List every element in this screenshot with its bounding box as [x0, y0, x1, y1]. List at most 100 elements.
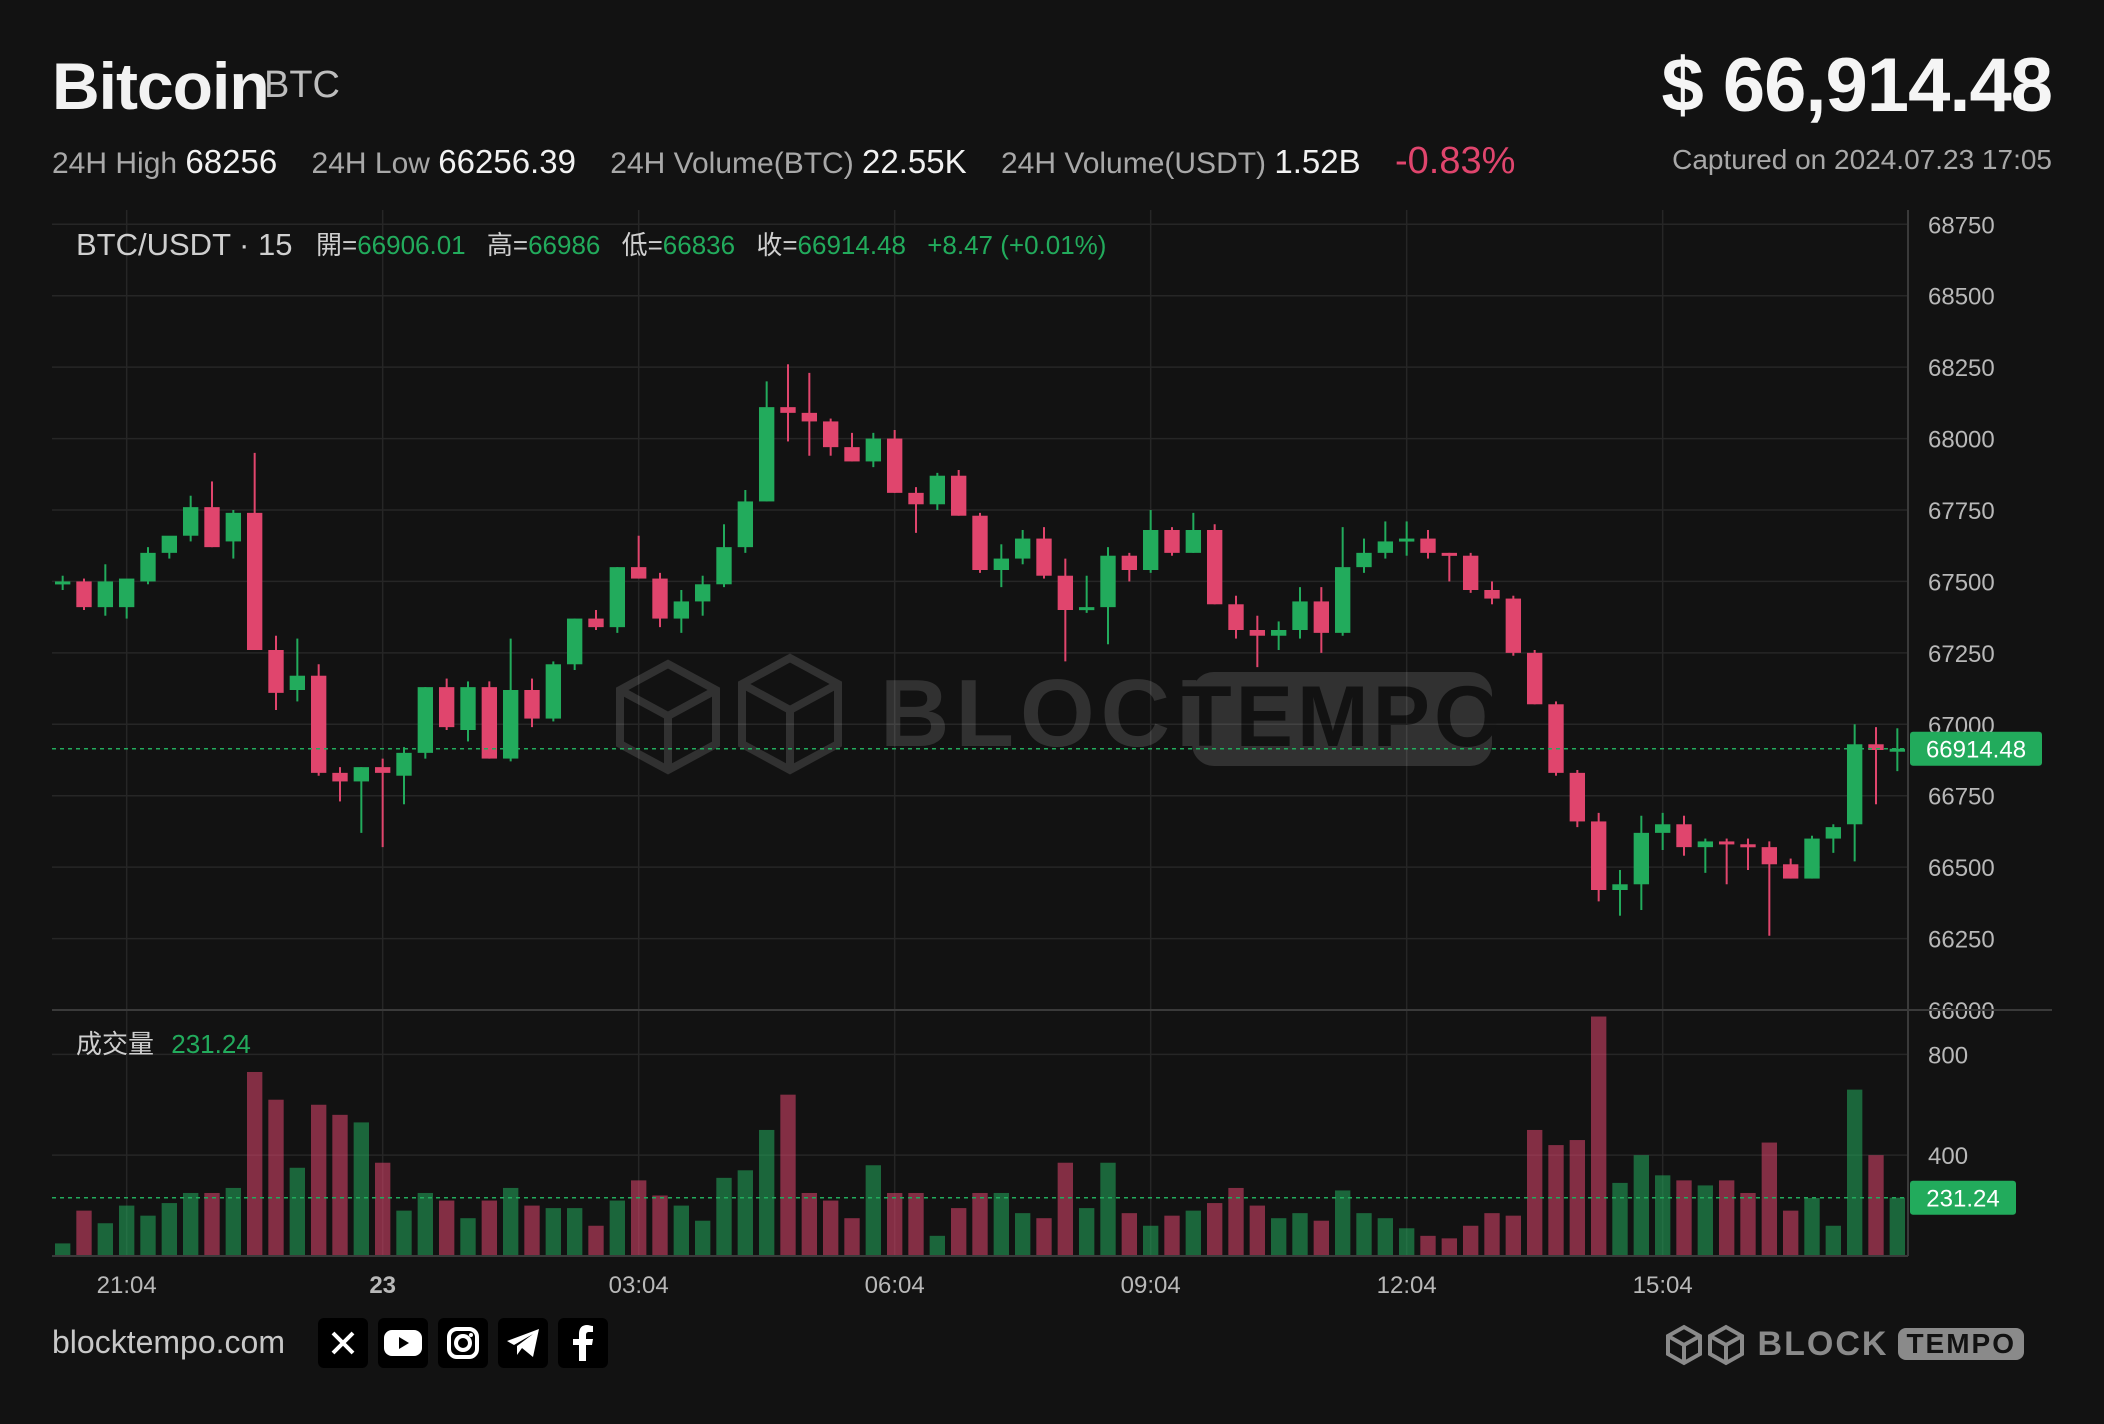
volume-bar	[1078, 1208, 1095, 1256]
volume-bar	[76, 1210, 92, 1256]
time-tick-label: 12:04	[1377, 1272, 1437, 1299]
facebook-icon[interactable]	[558, 1318, 608, 1368]
candle-body	[1292, 601, 1308, 630]
candle-body	[1782, 864, 1799, 879]
volume-bar	[246, 1071, 263, 1256]
volume-bar	[460, 1218, 476, 1256]
price-tick-label: 67500	[1928, 569, 1995, 596]
brand-logo-icon	[1665, 1324, 1744, 1366]
brand-word-2: TEMPO	[1898, 1328, 2024, 1360]
candle-body	[1398, 538, 1415, 542]
volume-bar	[417, 1192, 434, 1256]
volume-bar	[1313, 1220, 1330, 1256]
candle-body	[289, 675, 306, 690]
candle-body	[481, 687, 498, 759]
candle-body	[1185, 530, 1202, 553]
candle-body	[1313, 601, 1330, 633]
volume-bar	[972, 1192, 988, 1256]
instagram-icon[interactable]	[438, 1318, 488, 1368]
volume-bar	[822, 1200, 839, 1256]
candle-body	[1334, 567, 1351, 633]
youtube-icon[interactable]	[378, 1318, 428, 1368]
candle-body	[225, 512, 242, 542]
volume-bar	[673, 1205, 690, 1256]
candle-body	[1804, 838, 1820, 879]
watermark: BLOCK TEMPO	[616, 653, 1501, 775]
price-tick-label: 66750	[1928, 784, 1995, 811]
candle-body	[353, 767, 370, 782]
candle-body	[1697, 841, 1714, 848]
candle-body	[502, 690, 519, 759]
time-tick-label: 03:04	[609, 1272, 669, 1299]
candle-body	[545, 664, 562, 719]
telegram-icon[interactable]	[498, 1318, 548, 1368]
volume-bar	[438, 1200, 455, 1256]
candle-body	[1569, 772, 1586, 822]
volume-tick-label: 400	[1928, 1143, 1968, 1170]
volume-bar	[204, 1192, 220, 1256]
candle-body	[737, 501, 754, 548]
volume-bar	[1206, 1203, 1223, 1256]
price-tick-label: 68000	[1928, 427, 1995, 454]
candle-body	[801, 412, 818, 422]
candle-body	[673, 601, 690, 619]
volume-bar	[609, 1200, 626, 1256]
vol-usdt-value: 1.52B	[1274, 143, 1361, 180]
legend-low: 66836	[663, 230, 735, 260]
legend-change: +8.47 (+0.01%)	[927, 230, 1106, 260]
volume-bar	[1548, 1145, 1564, 1256]
candle-body	[1740, 844, 1756, 848]
volume-bar	[1761, 1142, 1778, 1256]
volume-bar	[1121, 1213, 1138, 1256]
volume-bar	[1889, 1197, 1906, 1256]
volume-bar	[993, 1192, 1010, 1256]
volume-bar	[716, 1177, 732, 1256]
candle-body	[1014, 538, 1031, 559]
volume-bar	[844, 1218, 860, 1256]
candle-body	[1633, 832, 1650, 885]
legend-open: 66906.01	[357, 230, 465, 260]
last-price-badge	[1910, 731, 2042, 766]
candle-body	[1057, 575, 1074, 610]
volume-bar	[780, 1094, 796, 1256]
legend-low-label: 低=	[622, 230, 663, 260]
price-tick-label: 68750	[1928, 212, 1995, 239]
asset-title: Bitcoin	[52, 49, 270, 123]
candle-body	[1590, 821, 1607, 890]
candle-body	[374, 767, 391, 773]
time-tick-label: 06:04	[865, 1272, 925, 1299]
candle-body	[844, 447, 860, 462]
site-url[interactable]: blocktempo.com	[52, 1324, 285, 1360]
candle-body	[1142, 530, 1159, 570]
candle-body	[716, 547, 732, 585]
candle-body	[204, 507, 220, 548]
stats-bar: 24H High 68256 24H Low 66256.39 24H Volu…	[52, 140, 1515, 183]
candle-body	[929, 475, 946, 505]
volume-bar	[1420, 1235, 1436, 1256]
candle-body	[438, 687, 455, 728]
candle-body	[1612, 884, 1628, 890]
candle-body	[161, 535, 178, 553]
volume-bar	[161, 1203, 178, 1256]
volume-bar	[1526, 1129, 1543, 1256]
candle-body	[865, 438, 882, 462]
vol-btc-value: 22.55K	[862, 143, 967, 180]
candle-body	[246, 512, 263, 650]
brand-word-1: BLOCK	[1757, 1324, 1889, 1363]
candle-body	[1228, 604, 1244, 630]
vol-usdt-label: 24H Volume(USDT)	[1000, 147, 1267, 180]
candle-body	[1889, 748, 1906, 752]
candle-body	[1441, 552, 1458, 556]
grid-lines	[52, 210, 1908, 1256]
candle-body	[396, 752, 412, 776]
candle-body	[268, 650, 284, 693]
last-price-label: 66914.48	[1926, 737, 2026, 764]
volume-bar	[1398, 1228, 1415, 1256]
x-icon[interactable]	[318, 1318, 368, 1368]
candle-body	[1526, 652, 1543, 705]
volume-bar	[332, 1114, 348, 1256]
price-tick-label: 66250	[1928, 927, 1995, 954]
candle-body	[972, 515, 988, 570]
footer-brand: BLOCK TEMPO	[1664, 1322, 2024, 1366]
